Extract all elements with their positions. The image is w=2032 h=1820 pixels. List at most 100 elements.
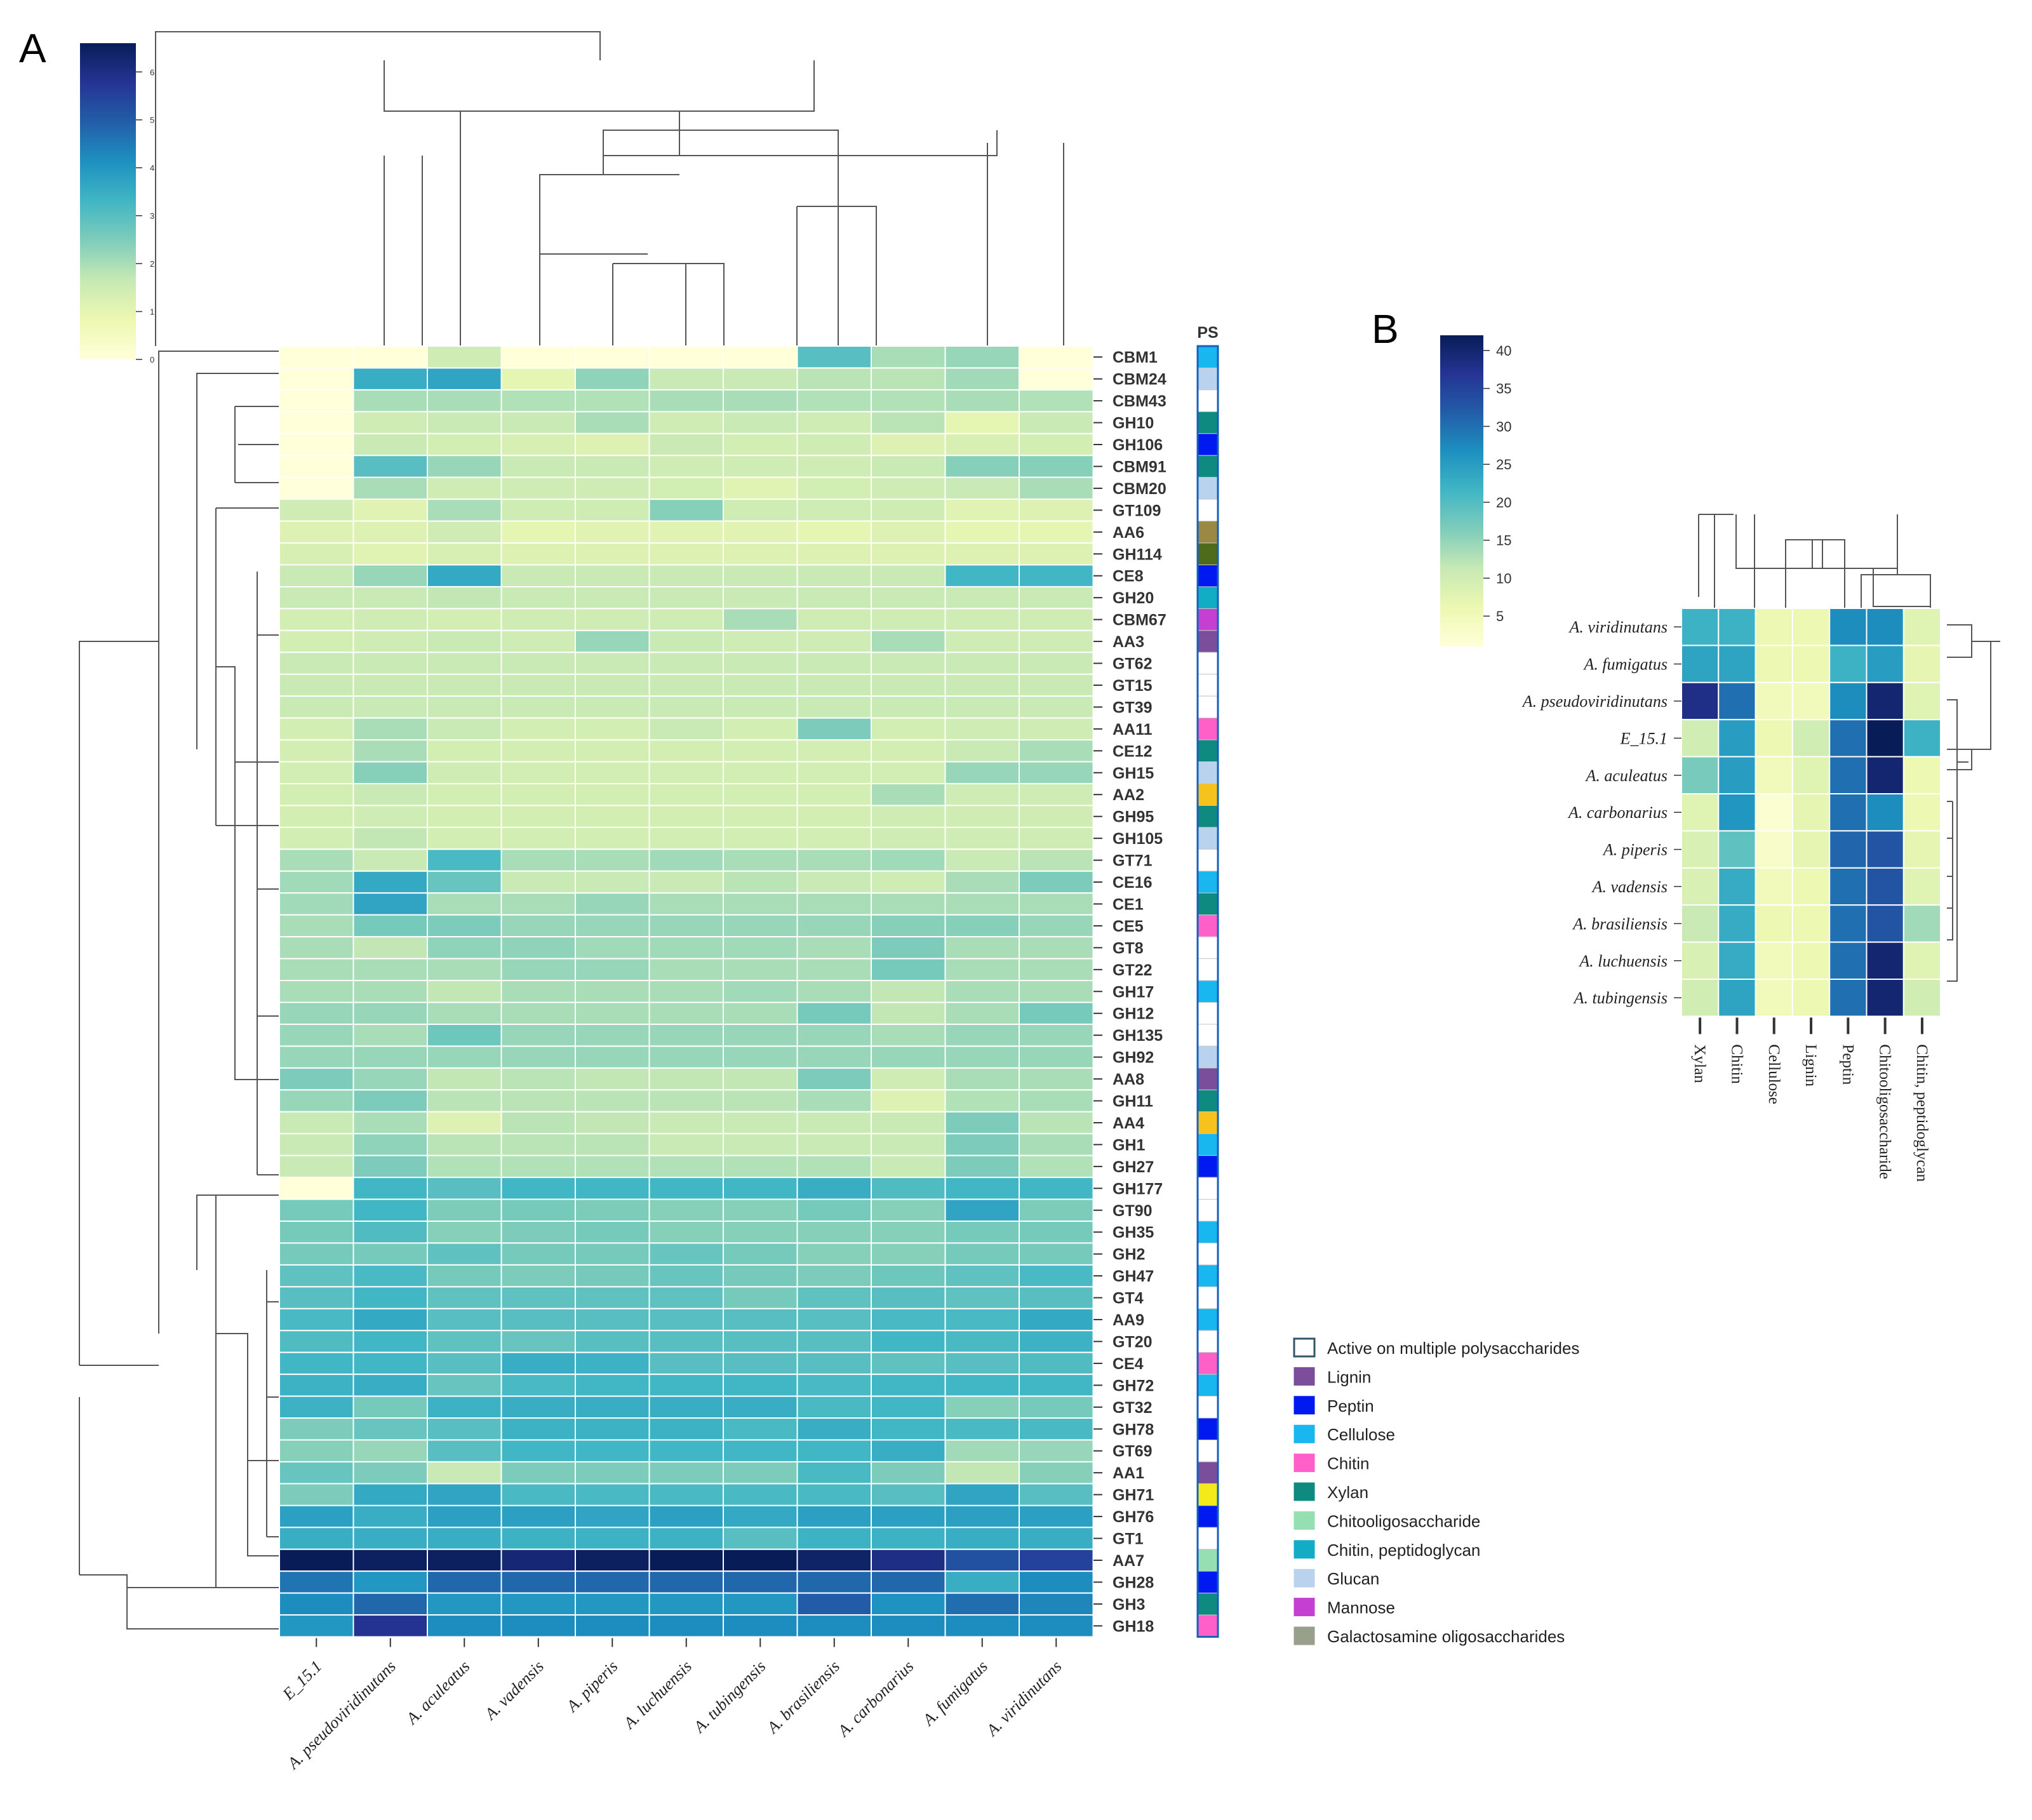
heatmap-b-cell — [1681, 681, 1720, 721]
heatmap-a-cell — [648, 1264, 724, 1288]
heatmap-a-cell — [648, 1221, 724, 1244]
legend-label: Chitooligosaccharide — [1327, 1511, 1480, 1530]
heatmap-a-cell — [1019, 805, 1094, 828]
heatmap-a-cell — [723, 1286, 798, 1309]
row-label-a: GH1 — [1113, 1136, 1146, 1154]
legend-label: Peptin — [1327, 1396, 1374, 1415]
heatmap-a-cell — [723, 389, 798, 413]
heatmap-b-cell — [1829, 719, 1868, 758]
heatmap-b-cell — [1791, 867, 1831, 906]
heatmap-a-cell — [575, 1242, 650, 1266]
row-label-b: A. fumigatus — [1583, 655, 1668, 674]
heatmap-a-cell — [500, 870, 576, 894]
heatmap-a-column-labels: E_15.1A. pseudoviridinutans A. aculeatus A… — [279, 1638, 1065, 1774]
heatmap-b-cell — [1829, 681, 1868, 721]
heatmap-a-cell — [427, 498, 502, 522]
heatmap-a-cell — [279, 936, 354, 960]
heatmap-a-cell — [279, 1264, 354, 1288]
ps-annotation-cell — [1197, 498, 1219, 522]
heatmap-a-cell — [575, 1614, 650, 1638]
heatmap-a-cell — [723, 432, 798, 457]
heatmap-a-cell — [871, 826, 946, 850]
heatmap-a-cell — [796, 1198, 872, 1222]
heatmap-a-cell — [648, 739, 724, 763]
dendro-a-col-link — [987, 143, 1064, 347]
heatmap-a-cell — [796, 520, 872, 544]
heatmap-a-cell — [279, 1111, 354, 1135]
ps-annotation-cell — [1197, 1111, 1219, 1134]
heatmap-a-cell — [279, 1570, 354, 1594]
heatmap-a-cell — [427, 432, 502, 457]
heatmap-a-cell — [500, 805, 576, 828]
heatmap-a-cell — [575, 542, 650, 566]
heatmap-b-cell — [1681, 719, 1720, 758]
colorbar-b-ticks: 5 10 15 20 25 30 35 40 — [1483, 343, 1511, 624]
heatmap-a-cell — [427, 892, 502, 916]
row-label-a: GH71 — [1113, 1487, 1154, 1504]
heatmap-a-cell — [944, 1308, 1020, 1332]
heatmap-a-cell — [427, 1592, 502, 1616]
row-label-a: CBM43 — [1113, 392, 1166, 410]
colorbar-b-tick-label: 35 — [1496, 381, 1511, 397]
heatmap-a-cell — [352, 761, 428, 785]
heatmap-a-cell — [648, 826, 724, 850]
heatmap-b-cell — [1866, 867, 1904, 906]
heatmap-a-cell — [575, 958, 650, 982]
ps-annotation-cell — [1197, 586, 1219, 609]
dendro-a-col-link — [539, 253, 725, 346]
heatmap-a-cell — [500, 1417, 576, 1441]
heatmap-a-cell — [1019, 1592, 1094, 1616]
heatmap-a-cell — [352, 892, 428, 916]
heatmap-a-cell — [871, 1067, 946, 1091]
heatmap-a-cell — [427, 761, 502, 785]
heatmap-b-cell — [1791, 830, 1831, 869]
heatmap-a-cell — [871, 1461, 946, 1485]
heatmap-a-cell — [723, 1308, 798, 1332]
heatmap-a-cell — [796, 1527, 872, 1550]
heatmap-b-cell — [1866, 645, 1904, 683]
heatmap-a-cell — [944, 870, 1020, 894]
heatmap-a-cell — [1019, 1001, 1094, 1025]
heatmap-a-cell — [871, 1001, 946, 1025]
legend-swatch — [1293, 1454, 1315, 1473]
heatmap-a-cell — [427, 870, 502, 894]
heatmap-a-cell — [796, 1264, 872, 1288]
heatmap-a-cell — [648, 914, 724, 938]
heatmap-a-cell — [279, 848, 354, 872]
heatmap-a-cell — [575, 498, 650, 522]
ps-annotation-cell — [1197, 1527, 1219, 1550]
heatmap-a-cell — [427, 1045, 502, 1069]
heatmap-a-cell — [944, 542, 1020, 566]
heatmap-a-cell — [944, 585, 1020, 610]
ps-annotation-cell — [1197, 1133, 1219, 1156]
heatmap-a-cell — [648, 673, 724, 697]
heatmap-a-cell — [1019, 1045, 1094, 1069]
heatmap-b-cell — [1829, 830, 1868, 869]
row-label-a: GT39 — [1113, 699, 1153, 716]
heatmap-a-cell — [1019, 1067, 1094, 1091]
heatmap-a-cell — [723, 826, 798, 850]
dendro-a-col-link — [796, 206, 877, 346]
heatmap-a-cell — [944, 498, 1020, 522]
heatmap-a-cell — [500, 1395, 576, 1419]
heatmap-a-cell — [723, 564, 798, 587]
heatmap-a-cell — [723, 629, 798, 653]
heatmap-a-cell — [723, 870, 798, 894]
heatmap-b-cell — [1902, 608, 1942, 646]
heatmap-a-cell — [871, 1330, 946, 1353]
heatmap-a-cell — [1019, 367, 1094, 391]
heatmap-a-cell — [575, 1439, 650, 1462]
row-label-a: GT71 — [1113, 852, 1153, 870]
heatmap-a-cell — [871, 564, 946, 587]
column-label-b: Chitin — [1728, 1044, 1745, 1084]
heatmap-a-cell — [500, 564, 576, 587]
heatmap-a-cell — [944, 936, 1020, 960]
heatmap-a-cell — [427, 455, 502, 478]
heatmap-b-cell — [1718, 608, 1756, 646]
heatmap-a-cell — [1019, 717, 1094, 741]
dendro-a-col-link — [384, 156, 423, 346]
heatmap-a-cell — [1019, 476, 1094, 500]
heatmap-a-cell — [352, 1089, 428, 1113]
colorbar-a: 0 1 2 3 4 5 6 — [80, 43, 154, 365]
